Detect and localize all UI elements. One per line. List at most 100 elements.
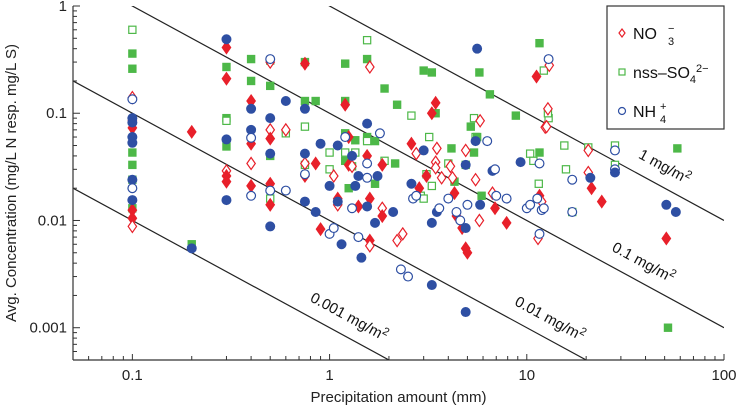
data-point-nh4	[347, 203, 358, 214]
data-point-nh4	[475, 199, 486, 210]
data-point-nh4	[299, 103, 310, 114]
data-point-nh4	[221, 195, 232, 206]
data-point-so4	[663, 323, 673, 332]
data-point-so4	[525, 149, 535, 158]
data-point-nh4	[127, 174, 138, 185]
y-axis-label: Avg. Concentration (mg/L N resp. mg/L S)	[3, 44, 20, 322]
data-point-nh4	[388, 206, 399, 217]
data-point-so4	[325, 148, 334, 157]
data-point-nh4	[406, 178, 417, 189]
data-point-no3	[265, 197, 276, 212]
data-point-no3	[221, 174, 232, 189]
data-point-nh4	[403, 271, 414, 282]
data-point-so4	[424, 132, 434, 142]
data-point-nh4	[265, 113, 276, 124]
data-point-no3	[430, 95, 441, 110]
data-point-nh4	[265, 221, 276, 232]
reference-line-label-sup: 2	[380, 325, 391, 338]
y-tick-label: 0.01	[38, 212, 67, 229]
reference-line-label-text: 0.1 mg/m	[609, 239, 672, 284]
data-point-no3	[501, 215, 512, 230]
data-point-nh4	[340, 132, 351, 143]
data-point-nh4	[460, 307, 471, 318]
data-point-nh4	[362, 201, 373, 212]
x-tick-label: 100	[711, 367, 736, 384]
x-tick-label: 0.1	[122, 367, 143, 384]
data-point-nh4	[186, 243, 197, 254]
legend-label-sub: 4	[660, 114, 666, 126]
data-point-no3	[221, 71, 232, 86]
data-point-nh4	[426, 280, 437, 291]
legend-box	[606, 5, 725, 130]
legend-label: nss–SO42−	[633, 63, 709, 86]
data-point-so4	[427, 68, 437, 77]
data-point-nh4	[362, 158, 373, 169]
data-point-nh4	[455, 215, 466, 226]
reference-line-label-text: 0.01 mg/m	[512, 293, 582, 342]
data-point-no3	[347, 159, 357, 174]
data-point-nh4	[538, 203, 549, 214]
reference-line-label-sup: 2	[667, 267, 678, 280]
data-point-nh4	[280, 96, 291, 107]
data-point-so4	[392, 100, 402, 109]
data-point-nh4	[443, 193, 454, 204]
data-point-so4	[300, 122, 310, 131]
data-point-nh4	[310, 206, 321, 217]
data-point-so4	[469, 148, 479, 157]
reference-line	[131, 6, 724, 329]
data-point-so4	[390, 159, 400, 168]
data-point-nh4	[127, 183, 138, 194]
data-point-nh4	[534, 228, 545, 239]
data-point-nh4	[299, 196, 310, 207]
data-point-nh4	[353, 232, 364, 243]
data-point-no3	[127, 219, 138, 234]
data-point-no3	[315, 222, 326, 237]
y-tick-label: 0.1	[46, 105, 67, 122]
diamond-icon	[618, 28, 626, 38]
data-point-so4	[673, 144, 682, 153]
data-point-nh4	[609, 167, 620, 178]
data-point-no3	[596, 194, 607, 209]
data-point-no3	[460, 143, 471, 158]
data-point-nh4	[315, 138, 326, 149]
data-point-no3	[462, 245, 473, 260]
data-point-no3	[397, 226, 408, 241]
data-point-nh4	[451, 206, 462, 217]
legend-label-sub: 3	[668, 36, 674, 48]
data-point-no3	[541, 119, 552, 134]
data-point-nh4	[127, 117, 138, 128]
data-point-so4	[128, 160, 137, 170]
data-point-so4	[560, 141, 569, 150]
data-point-nh4	[501, 193, 512, 204]
x-tick-label: 10	[518, 367, 535, 384]
data-point-so4	[447, 144, 456, 153]
legend-item-nh4: NH +4	[617, 101, 666, 126]
data-point-no3	[186, 124, 197, 139]
data-point-nh4	[221, 134, 232, 145]
data-point-nh4	[609, 145, 620, 156]
data-point-nh4	[585, 172, 596, 183]
legend-label-sup: −	[668, 23, 674, 35]
data-point-no3	[426, 106, 437, 121]
data-point-no3	[246, 156, 257, 171]
data-point-so4	[477, 191, 486, 200]
tick-labels: 0.1 1 10 100 0.001 0.01 0.1 1	[29, 0, 736, 384]
legend-label-sup: +	[660, 101, 666, 113]
data-point-nh4	[515, 157, 526, 168]
data-point-nh4	[332, 140, 343, 151]
data-point-no3	[470, 172, 481, 187]
data-point-nh4	[411, 190, 422, 201]
data-point-so4	[362, 35, 372, 45]
data-point-so4	[380, 84, 389, 93]
data-point-no3	[406, 136, 417, 151]
data-point-so4	[535, 38, 544, 48]
data-point-nh4	[328, 223, 339, 234]
data-point-nh4	[362, 172, 373, 183]
data-point-nh4	[426, 217, 437, 228]
series-no3	[127, 40, 672, 260]
reference-line-label: 0.01 mg/m2	[512, 292, 589, 345]
legend-label-sub: 4	[690, 74, 696, 86]
data-point-no3	[474, 213, 485, 228]
data-point-no3	[392, 233, 403, 248]
